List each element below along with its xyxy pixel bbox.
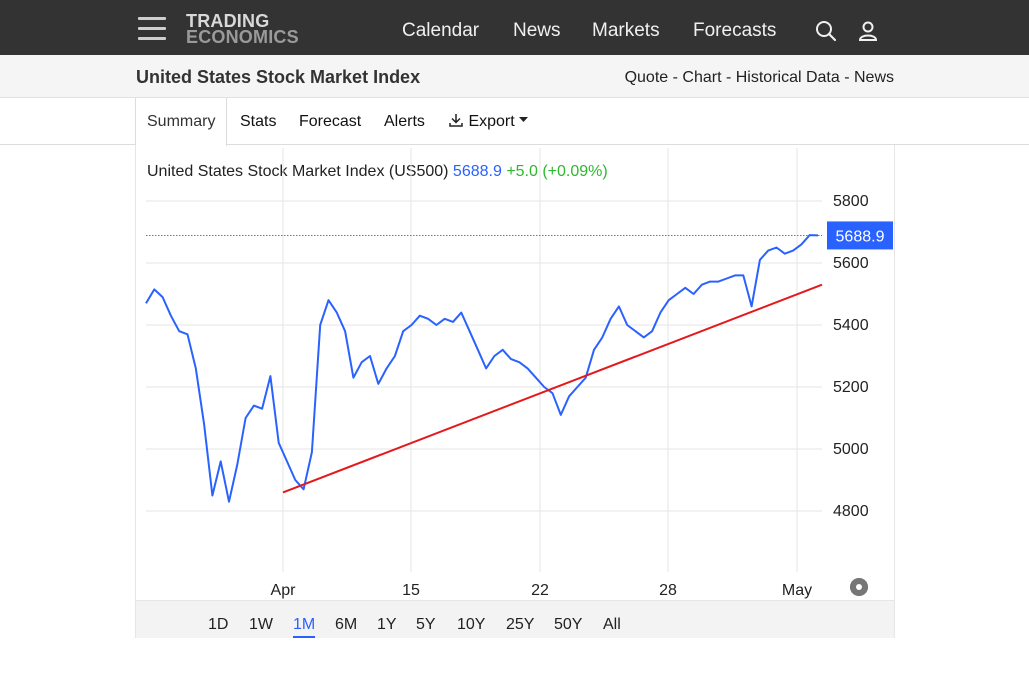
last-price-label: 5688.9: [836, 228, 885, 245]
settings-gear-icon[interactable]: [849, 577, 869, 597]
top-navbar: TRADING ECONOMICS Calendar News Markets …: [0, 0, 1029, 55]
page-header: United States Stock Market Index Quote -…: [0, 55, 1029, 98]
range-50y[interactable]: 50Y: [554, 616, 583, 633]
link-chart[interactable]: Chart: [682, 69, 722, 86]
nav-forecasts[interactable]: Forecasts: [693, 20, 777, 41]
tab-export[interactable]: Export: [437, 98, 539, 145]
range-1w[interactable]: 1W: [249, 616, 273, 633]
logo-line-2: ECONOMICS: [186, 27, 299, 47]
range-5y[interactable]: 5Y: [416, 616, 436, 633]
nav-calendar[interactable]: Calendar: [402, 20, 480, 41]
quote-header: United States Stock Market Index (US500)…: [147, 163, 608, 181]
y-tick-label: 5800: [833, 193, 869, 210]
nav-markets[interactable]: Markets: [592, 20, 660, 41]
y-tick-label: 4800: [833, 503, 869, 520]
link-separator: -: [668, 69, 683, 86]
range-1m[interactable]: 1M: [293, 616, 316, 638]
tab-forecast[interactable]: Forecast: [299, 113, 362, 130]
range-1d[interactable]: 1D: [208, 616, 229, 633]
user-icon[interactable]: [858, 20, 880, 42]
x-tick-label: Apr: [271, 582, 297, 599]
x-tick-label: 15: [402, 582, 420, 599]
range-selector: 1D 1W 1M 6M 1Y 5Y 10Y 25Y 50Y All: [136, 600, 894, 638]
search-icon[interactable]: [815, 20, 837, 42]
section-links: Quote - Chart - Historical Data - News: [625, 69, 894, 87]
hamburger-menu-icon[interactable]: [138, 17, 166, 40]
caret-down-icon: [519, 117, 529, 122]
last-price-badge: [827, 221, 893, 250]
link-historical-data[interactable]: Historical Data: [735, 69, 840, 86]
link-quote[interactable]: Quote: [624, 69, 669, 86]
x-tick-label: 28: [659, 582, 677, 599]
range-1y[interactable]: 1Y: [377, 616, 397, 633]
y-tick-label: 5600: [833, 255, 869, 272]
x-tick-label: 22: [531, 582, 549, 599]
link-news[interactable]: News: [853, 69, 894, 86]
price-series-line: [145, 234, 819, 503]
nav-news[interactable]: News: [513, 20, 561, 41]
brand-logo[interactable]: TRADING ECONOMICS: [186, 11, 299, 47]
quote-change: +5.0 (+0.09%): [506, 163, 608, 180]
range-all[interactable]: All: [603, 616, 621, 633]
trend-line: [282, 283, 823, 494]
x-tick-label: May: [782, 582, 812, 599]
tab-stats[interactable]: Stats: [240, 113, 277, 130]
tab-alerts[interactable]: Alerts: [384, 113, 425, 130]
export-label: Export: [468, 113, 515, 130]
link-separator: -: [721, 69, 736, 86]
range-25y[interactable]: 25Y: [506, 616, 535, 633]
page-title: United States Stock Market Index: [136, 67, 421, 87]
range-6m[interactable]: 6M: [335, 616, 358, 633]
chart-container: [135, 145, 895, 638]
tab-bar: Summary Stats Forecast Alerts Export: [0, 98, 1029, 146]
download-icon: [449, 114, 463, 127]
logo-line-1: TRADING: [186, 11, 270, 31]
y-tick-label: 5400: [833, 317, 869, 334]
instrument-name: United States Stock Market Index (US500): [147, 163, 449, 180]
link-separator: -: [839, 69, 854, 86]
y-tick-label: 5000: [833, 441, 869, 458]
range-10y[interactable]: 10Y: [457, 616, 486, 633]
tab-summary[interactable]: Summary: [135, 98, 228, 146]
quote-price: 5688.9: [452, 163, 502, 180]
y-tick-label: 5200: [833, 379, 869, 396]
